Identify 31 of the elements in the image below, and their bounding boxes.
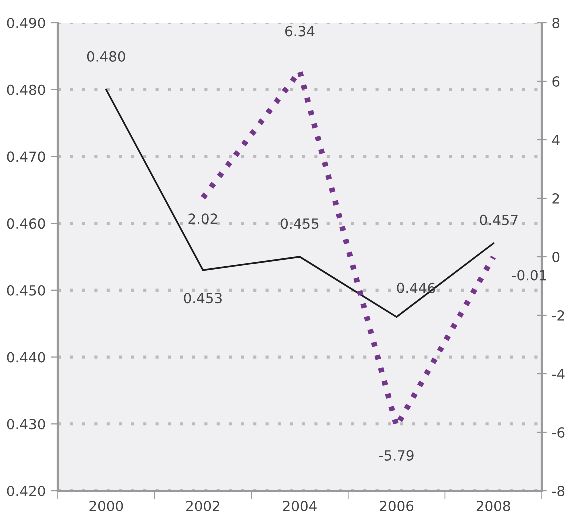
y2-tick-label: 6 [552, 76, 560, 87]
x-tick-label: 2006 [380, 500, 414, 512]
y2-tick-label: 8 [552, 18, 560, 28]
y2-tick-label: -4 [552, 369, 565, 380]
x-tick-label: 2004 [283, 500, 317, 512]
y-tick-label: 0.460 [7, 218, 46, 230]
data-label: 0.480 [87, 51, 126, 62]
y-tick-label: 0.420 [7, 486, 46, 496]
y2-tick-label: -2 [552, 310, 564, 321]
data-label: -5.79 [380, 450, 414, 461]
y2-tick-label: -8 [552, 486, 565, 496]
x-tick-label: 2000 [90, 500, 124, 512]
y-tick-label: 0.440 [7, 352, 46, 363]
data-label: -0.01 [512, 270, 546, 281]
data-label: 0.455 [281, 218, 319, 230]
y-tick-label: 0.430 [7, 419, 46, 430]
y2-tick-label: 2 [552, 193, 560, 204]
y-tick-label: 0.480 [7, 84, 46, 96]
data-label: 0.446 [397, 282, 436, 294]
y2-tick-label: 0 [552, 252, 560, 262]
data-label: 0.453 [184, 293, 222, 304]
y-tick-label: 0.470 [7, 152, 46, 162]
x-tick-label: 2008 [476, 500, 510, 512]
y2-tick-label: 4 [552, 135, 560, 146]
data-label: 0.457 [480, 214, 518, 226]
y2-tick-label: -6 [552, 427, 565, 438]
y-tick-label: 0.450 [7, 285, 46, 296]
x-tick-label: 2002 [186, 500, 220, 512]
y-tick-label: 0.490 [7, 18, 46, 28]
data-label: 2.02 [188, 214, 218, 224]
data-label: 6.34 [286, 26, 315, 37]
